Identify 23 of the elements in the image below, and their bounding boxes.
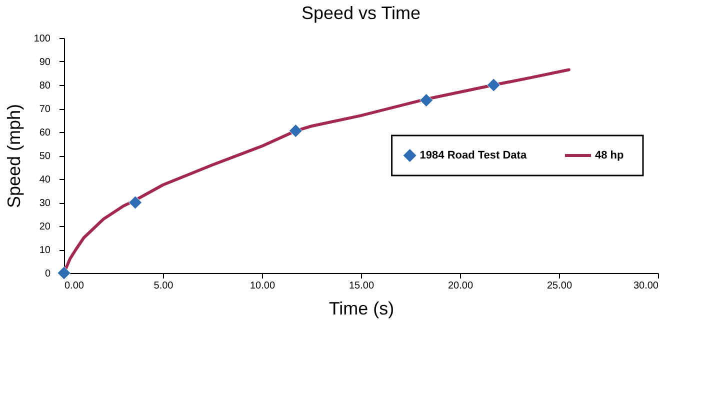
x-axis-title: Time (s): [328, 298, 394, 318]
y-tick-label: 100: [34, 34, 51, 44]
y-tick-label: 10: [39, 245, 51, 256]
y-tick-label: 70: [39, 104, 51, 115]
y-tick-label: 90: [39, 57, 51, 68]
legend-label: 48 hp: [595, 150, 624, 162]
y-tick-label: 80: [39, 80, 51, 92]
y-tick-label: 30: [39, 198, 51, 209]
y-axis-title: Speed (mph): [4, 104, 24, 208]
x-tick-label: 10.00: [250, 280, 276, 292]
x-tick-label: 15.00: [348, 280, 374, 292]
y-tick-label: 50: [39, 151, 51, 162]
legend-label: 1984 Road Test Data: [420, 150, 528, 162]
x-tick-label: 0.00: [64, 280, 84, 292]
x-tick-label: 5.00: [154, 280, 174, 292]
x-tick-label: 20.00: [448, 280, 474, 292]
y-tick-label: 40: [39, 174, 51, 186]
y-tick-label: 0: [44, 268, 51, 280]
chart-title: Speed vs Time: [301, 3, 421, 23]
y-tick-label: 60: [39, 128, 51, 138]
x-tick-label: 25.00: [546, 280, 572, 292]
y-tick-label: 20: [39, 222, 51, 232]
x-tick-label: 30.00: [633, 280, 659, 292]
